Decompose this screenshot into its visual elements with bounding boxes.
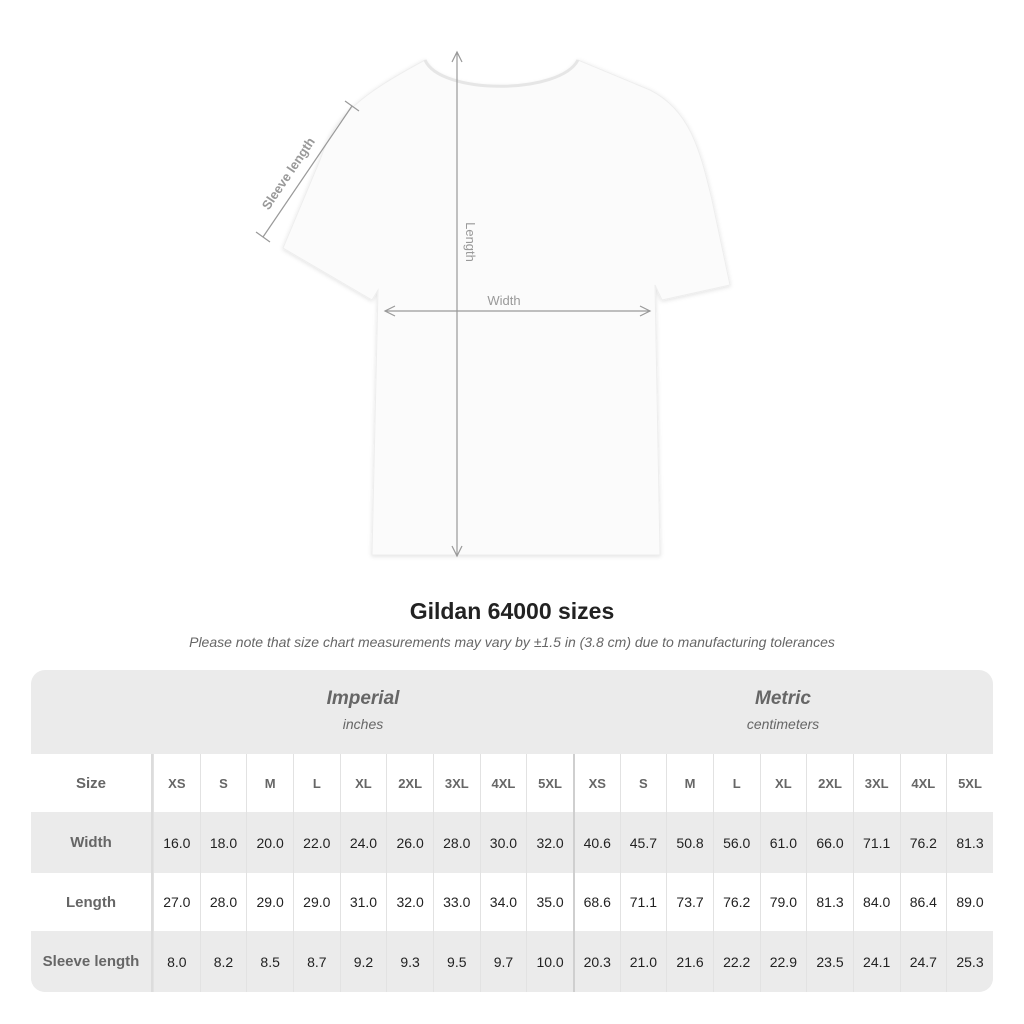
metric-value-cell: 84.0 bbox=[852, 873, 900, 931]
imperial-value-cell: 27.0 bbox=[153, 873, 200, 931]
metric-value-cell: 76.2 bbox=[712, 873, 760, 931]
metric-value-cell: 81.3 bbox=[806, 873, 853, 931]
size-header-cell: 2XL bbox=[386, 754, 433, 812]
metric-value-cell: 66.0 bbox=[806, 812, 853, 873]
table-row: Length 27.0 28.0 29.0 29.0 31.0 32.0 33.0 34.0 35… bbox=[31, 873, 993, 931]
metric-value-cell: 71.1 bbox=[619, 873, 667, 931]
metric-value-cell: 22.9 bbox=[759, 931, 807, 992]
size-header-cell: S bbox=[619, 754, 667, 812]
metric-value-cell: 40.6 bbox=[572, 812, 620, 873]
imperial-value-cell: 9.2 bbox=[339, 931, 387, 992]
imperial-value-cell: 33.0 bbox=[432, 873, 480, 931]
metric-value-cell: 24.1 bbox=[852, 931, 900, 992]
metric-value-cell: 21.6 bbox=[666, 931, 713, 992]
size-header-cell: 4XL bbox=[479, 754, 527, 812]
size-header-cell: L bbox=[712, 754, 760, 812]
tshirt-diagram: Length Width Sleeve length bbox=[255, 50, 731, 558]
imperial-value-cell: 20.0 bbox=[246, 812, 293, 873]
metric-value-cell: 73.7 bbox=[666, 873, 713, 931]
metric-unit: centimeters bbox=[746, 716, 820, 732]
imperial-value-cell: 16.0 bbox=[153, 812, 200, 873]
imperial-value-cell: 18.0 bbox=[199, 812, 247, 873]
metric-value-cell: 76.2 bbox=[899, 812, 947, 873]
metric-value-cell: 79.0 bbox=[759, 873, 807, 931]
measure-lines bbox=[255, 50, 652, 558]
metric-value-cell: 81.3 bbox=[946, 812, 993, 873]
row-label: Length bbox=[31, 873, 153, 931]
size-header-cell: 5XL bbox=[946, 754, 993, 812]
imperial-value-cell: 32.0 bbox=[386, 873, 433, 931]
metric-value-cell: 24.7 bbox=[899, 931, 947, 992]
imperial-value-cell: 9.3 bbox=[386, 931, 433, 992]
imperial-value-cell: 9.7 bbox=[479, 931, 527, 992]
imperial-value-cell: 10.0 bbox=[526, 931, 573, 992]
imperial-value-cell: 31.0 bbox=[339, 873, 387, 931]
metric-value-cell: 71.1 bbox=[852, 812, 900, 873]
metric-value-cell: 45.7 bbox=[619, 812, 667, 873]
imperial-unit: inches bbox=[342, 716, 384, 732]
table-row: Width 16.0 18.0 20.0 22.0 24.0 26.0 28.0 30.0 32.… bbox=[31, 812, 993, 873]
imperial-value-cell: 9.5 bbox=[432, 931, 480, 992]
imperial-value-cell: 35.0 bbox=[526, 873, 573, 931]
size-header-cell: XL bbox=[759, 754, 807, 812]
metric-header: Metric centimeters bbox=[573, 670, 993, 754]
row-label: Sleeve length bbox=[31, 931, 153, 992]
imperial-value-cell: 32.0 bbox=[526, 812, 573, 873]
size-header-cell: M bbox=[666, 754, 713, 812]
metric-value-cell: 50.8 bbox=[666, 812, 713, 873]
imperial-value-cell: 8.7 bbox=[292, 931, 340, 992]
metric-value-cell: 68.6 bbox=[572, 873, 620, 931]
size-header-cell: L bbox=[292, 754, 340, 812]
length-label: Length bbox=[463, 222, 478, 262]
size-header-cell: XS bbox=[572, 754, 620, 812]
metric-label: Metric bbox=[755, 688, 811, 709]
imperial-value-cell: 22.0 bbox=[292, 812, 340, 873]
metric-value-cell: 22.2 bbox=[712, 931, 760, 992]
imperial-value-cell: 29.0 bbox=[292, 873, 340, 931]
size-header-cell: S bbox=[199, 754, 247, 812]
metric-value-cell: 61.0 bbox=[759, 812, 807, 873]
tolerance-note: Please note that size chart measurements… bbox=[189, 634, 835, 650]
imperial-header: Imperial inches bbox=[153, 670, 573, 754]
imperial-value-cell: 29.0 bbox=[246, 873, 293, 931]
imperial-value-cell: 8.2 bbox=[199, 931, 247, 992]
row-label: Width bbox=[31, 812, 153, 873]
size-header-row: Size XS S M L XL 2XL 3XL 4XL 5XL XS S M L XL 2XL 3XL 4XL 5… bbox=[31, 754, 993, 812]
table-row: Sleeve length 8.0 8.2 8.5 8.7 9.2 9.3 9.5 9.7 10.… bbox=[31, 931, 993, 992]
metric-value-cell: 23.5 bbox=[806, 931, 853, 992]
imperial-value-cell: 28.0 bbox=[432, 812, 480, 873]
imperial-label: Imperial bbox=[326, 688, 400, 709]
size-header-cell: 3XL bbox=[852, 754, 900, 812]
size-header-cell: M bbox=[246, 754, 293, 812]
row-label: Size bbox=[31, 754, 153, 812]
imperial-value-cell: 26.0 bbox=[386, 812, 433, 873]
size-header-cell: 5XL bbox=[526, 754, 573, 812]
imperial-value-cell: 24.0 bbox=[339, 812, 387, 873]
size-header-cell: XS bbox=[153, 754, 200, 812]
width-label: Width bbox=[487, 293, 520, 308]
metric-value-cell: 56.0 bbox=[712, 812, 760, 873]
imperial-value-cell: 34.0 bbox=[479, 873, 527, 931]
metric-value-cell: 21.0 bbox=[619, 931, 667, 992]
size-header-cell: 4XL bbox=[899, 754, 947, 812]
size-header-cell: 3XL bbox=[432, 754, 480, 812]
imperial-value-cell: 8.0 bbox=[153, 931, 200, 992]
imperial-value-cell: 30.0 bbox=[479, 812, 527, 873]
imperial-value-cell: 8.5 bbox=[246, 931, 293, 992]
metric-value-cell: 20.3 bbox=[572, 931, 620, 992]
metric-value-cell: 86.4 bbox=[899, 873, 947, 931]
metric-value-cell: 89.0 bbox=[946, 873, 993, 931]
metric-value-cell: 25.3 bbox=[946, 931, 993, 992]
size-table: Imperial inches Metric centimeters Size X… bbox=[31, 670, 993, 992]
imperial-value-cell: 28.0 bbox=[199, 873, 247, 931]
size-header-cell: 2XL bbox=[806, 754, 853, 812]
page-title: Gildan 64000 sizes bbox=[409, 598, 615, 624]
size-header-cell: XL bbox=[339, 754, 387, 812]
